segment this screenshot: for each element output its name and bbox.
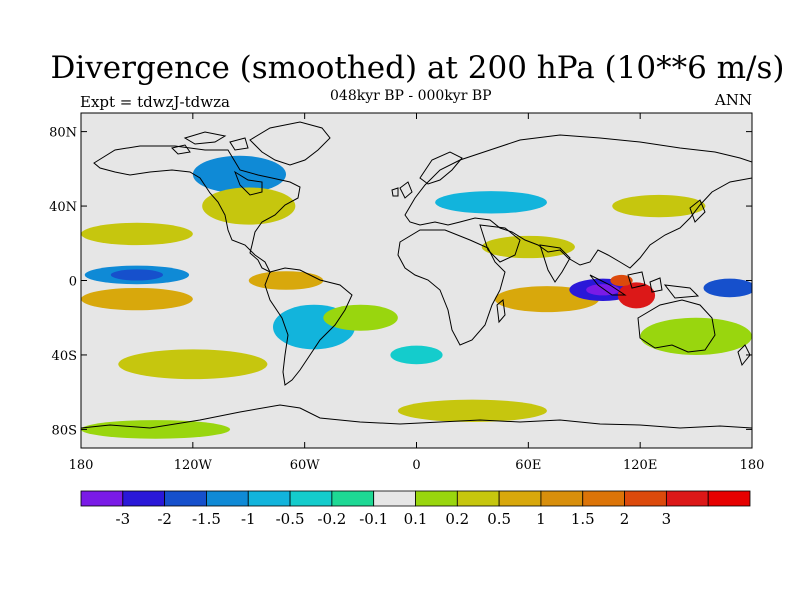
field-region	[703, 278, 752, 298]
colorbar-swatch	[122, 490, 166, 507]
field-region	[248, 271, 324, 290]
colorbar-swatch	[415, 490, 458, 507]
coast-india	[539, 244, 571, 283]
lat-tick-label: 80N	[49, 126, 77, 141]
field-region	[81, 287, 193, 311]
lat-tick-label: 40S	[52, 349, 77, 364]
colorbar-swatch	[665, 490, 709, 507]
field-region	[481, 235, 575, 259]
field-layer	[81, 155, 752, 439]
field-region	[640, 317, 752, 355]
colorbar-label: -2	[157, 510, 172, 528]
lat-tick-label: 40N	[49, 200, 77, 215]
coast-arctic-islands	[171, 131, 249, 155]
coast-scandinavia	[419, 151, 463, 185]
map-axes: 80N 40N 0 40S 80S 180 120W 60W 0 60E 120E 180	[49, 113, 764, 473]
colorbar-swatch	[164, 490, 207, 507]
colorbar-label: 2	[620, 510, 630, 528]
coast-madagascar	[496, 299, 506, 324]
field-region	[435, 191, 547, 214]
lon-tick-label: 180	[740, 458, 765, 473]
colorbar-label: -0.5	[276, 510, 305, 528]
colorbar-label: 1	[536, 510, 546, 528]
colorbar-swatch	[247, 490, 291, 507]
coast-british-isles	[391, 181, 413, 199]
colorbar-label: 0.5	[487, 510, 511, 528]
coast-hudson-bay	[234, 170, 263, 196]
lon-tick-label: 120W	[174, 458, 213, 473]
field-region	[397, 399, 547, 422]
coast-antarctica	[81, 404, 752, 429]
coast-indonesia	[589, 271, 700, 299]
field-region	[81, 420, 231, 439]
field-region	[617, 282, 656, 309]
chart-subtitle: 048kyr BP - 000kyr BP	[330, 88, 492, 104]
field-region	[202, 187, 296, 225]
colorbar-label: -0.2	[317, 510, 346, 528]
colorbar-swatch	[331, 490, 375, 507]
coast-japan	[689, 199, 706, 223]
lon-tick-label: 180	[69, 458, 94, 473]
coast-greenland	[249, 121, 331, 166]
coast-australia	[637, 299, 716, 353]
coast-eurasia	[404, 134, 752, 269]
season-label: ANN	[714, 91, 752, 109]
field-region	[81, 222, 193, 246]
colorbar-swatch	[373, 490, 416, 507]
map-background	[81, 113, 752, 448]
coast-south-america	[264, 267, 353, 386]
field-region	[390, 345, 443, 365]
coastlines	[81, 121, 752, 429]
colorbar: -3 -2 -1.5 -1 -0.5 -0.2 -0.1 0.1 0.2 0.5 1 1.5 2 3	[80, 490, 751, 528]
lon-tick-label: 60E	[515, 458, 541, 473]
field-region	[323, 304, 398, 331]
colorbar-swatch	[624, 490, 667, 507]
colorbar-swatch	[289, 490, 333, 507]
colorbar-label: -1	[241, 510, 256, 528]
lat-tick-label: 80S	[52, 423, 77, 438]
field-region	[118, 349, 268, 380]
colorbar-swatch	[206, 490, 249, 507]
colorbar-label: 0.1	[404, 510, 428, 528]
coast-africa	[397, 229, 506, 346]
colorbar-label: -0.1	[359, 510, 388, 528]
colorbar-swatch	[707, 490, 751, 507]
field-region	[610, 274, 633, 287]
colorbar-swatch	[498, 490, 542, 507]
experiment-label: Expt = tdwzJ-tdwza	[80, 93, 230, 111]
colorbar-label: 3	[662, 510, 672, 528]
field-region	[612, 194, 706, 218]
lon-tick-label: 60W	[290, 458, 321, 473]
colorbar-swatch	[582, 490, 625, 507]
field-region	[110, 269, 164, 281]
field-region	[586, 284, 620, 296]
colorbar-swatch	[80, 490, 124, 507]
coast-arabia	[479, 224, 521, 263]
lon-tick-label: 120E	[623, 458, 657, 473]
lon-tick-label: 0	[412, 458, 420, 473]
colorbar-swatch	[456, 490, 500, 507]
colorbar-label: 1.5	[571, 510, 595, 528]
colorbar-swatch	[540, 490, 584, 507]
colorbar-label: 0.2	[445, 510, 469, 528]
coast-north-america	[93, 145, 301, 274]
lat-tick-label: 0	[69, 275, 77, 290]
chart-title: Divergence (smoothed) at 200 hPa (10**6 …	[50, 50, 785, 86]
colorbar-label: -3	[116, 510, 131, 528]
colorbar-label: -1.5	[192, 510, 221, 528]
